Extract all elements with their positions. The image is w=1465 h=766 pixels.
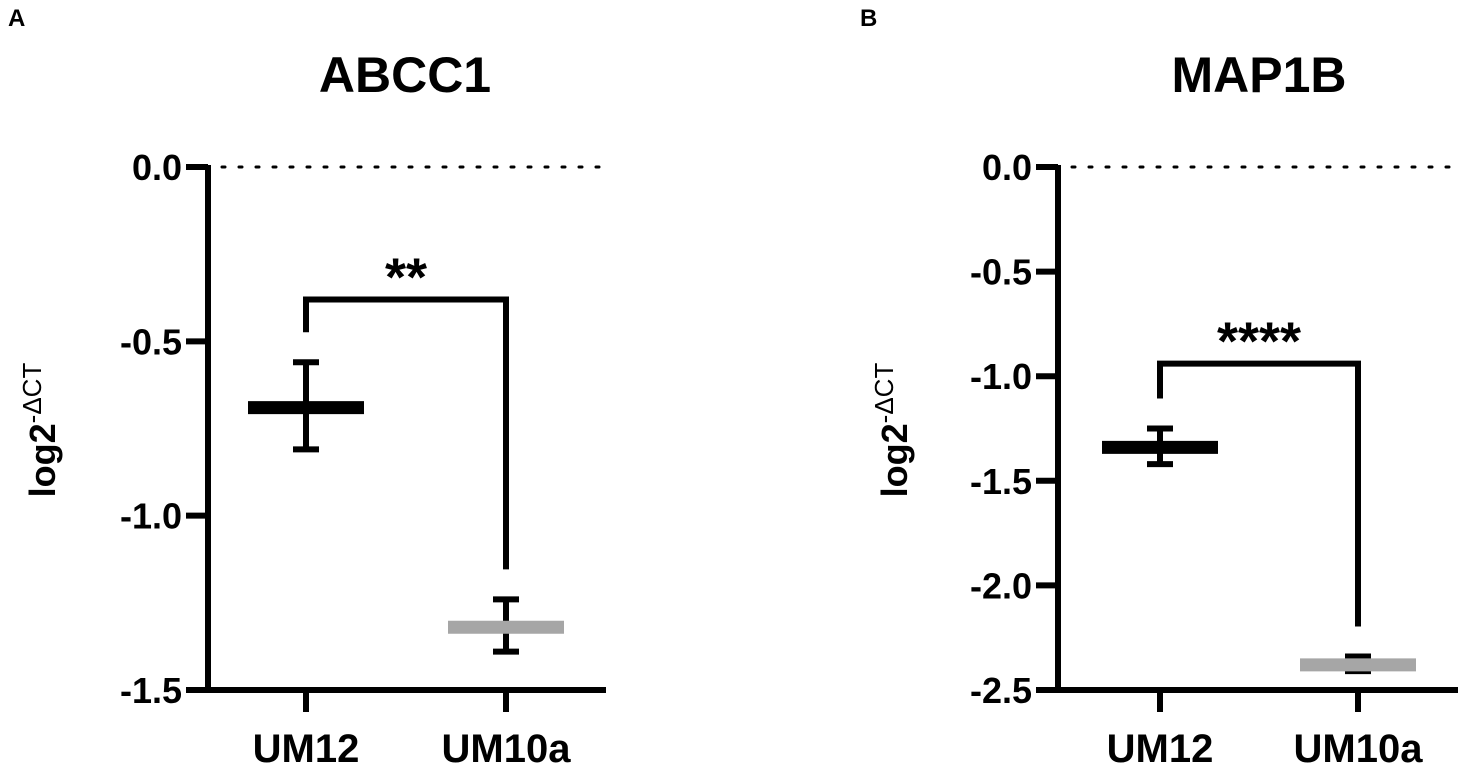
y-axis-label-base: log2 [22, 423, 63, 497]
data-point-um12 [248, 359, 364, 453]
x-tick-label: UM10a [1294, 727, 1424, 766]
chart-title: MAP1B [1171, 47, 1346, 103]
y-axis-label: log2-ΔCT [869, 363, 915, 498]
y-tick-label: -2.0 [970, 565, 1032, 606]
significance-bracket [1157, 360, 1361, 627]
data-point-um10a [448, 596, 564, 655]
y-axis-label-base: log2 [874, 423, 915, 497]
panel-a: A ABCC1 log2-ΔCT 0.0 -0.5 -1.0 -1.5 UM12 UM10a ** [8, 5, 607, 766]
y-tick-label: 0.0 [982, 147, 1032, 188]
y-tick-label: -1.0 [120, 496, 182, 537]
y-axis-label: log2-ΔCT [17, 363, 63, 498]
chart-title: ABCC1 [319, 47, 491, 103]
x-tick-label: UM10a [442, 727, 572, 766]
y-tick-label: -0.5 [970, 252, 1032, 293]
y-tick-label: -1.0 [970, 356, 1032, 397]
significance-label: **** [1217, 312, 1301, 372]
y-tick-label: -0.5 [120, 321, 182, 362]
data-point-um10a [1300, 653, 1416, 675]
y-tick-label: -1.5 [970, 461, 1032, 502]
significance-bracket [303, 296, 509, 570]
panel-b: B MAP1B log2-ΔCT 0.0 -0.5 -1.0 -1.5 -2.0 -2.5 UM1… [860, 5, 1460, 766]
y-axis-label-superscript: -ΔCT [17, 363, 47, 424]
x-tick-label: UM12 [1107, 727, 1214, 766]
y-tick-label: -1.5 [120, 670, 182, 711]
x-tick-label: UM12 [253, 727, 360, 766]
data-point-um12 [1102, 425, 1218, 468]
y-axis-label-superscript: -ΔCT [869, 363, 899, 424]
panel-letter: B [860, 5, 877, 32]
significance-label: ** [385, 247, 427, 307]
panel-letter: A [8, 5, 25, 32]
y-tick-label: -2.5 [970, 670, 1032, 711]
y-tick-label: 0.0 [132, 147, 182, 188]
